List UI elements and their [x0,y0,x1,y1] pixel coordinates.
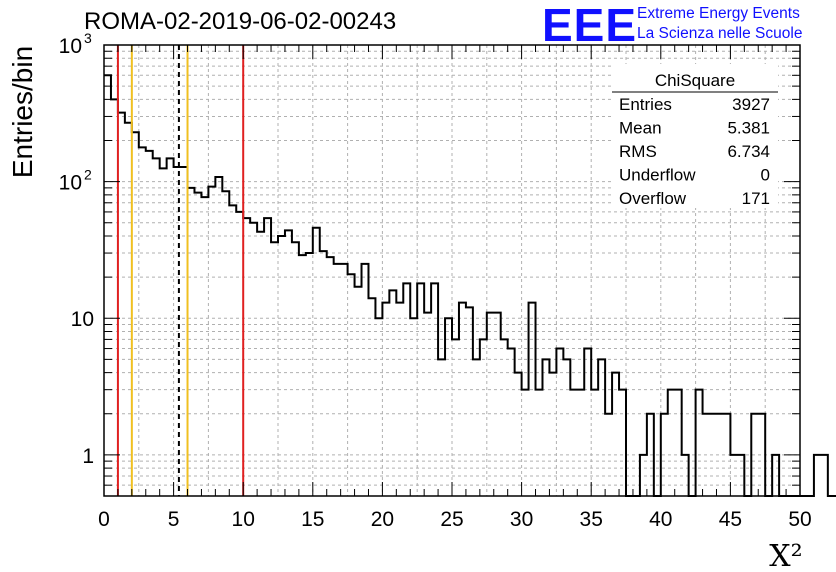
y-tick-label: 10 [71,308,94,331]
eee-logo: EEE [542,0,638,51]
x-tick-label: 15 [301,508,324,531]
stats-title: ChiSquare [655,71,735,90]
x-tick-label: 40 [649,508,672,531]
stats-label: Mean [619,119,662,138]
x-tick-label: 10 [232,508,255,531]
x-tick-label: 45 [719,508,742,531]
stats-label: Entries [619,95,672,114]
x-tick-label: 50 [788,508,811,531]
stats-label: Overflow [619,189,687,208]
stats-value: 5.381 [727,119,770,138]
x-axis-label: X² [769,539,802,572]
x-tick-label: 5 [168,508,180,531]
stats-value: 171 [742,189,770,208]
chart-title: ROMA-02-2019-06-02-00243 [84,8,397,35]
stats-label: RMS [619,142,657,161]
x-tick-label: 30 [510,508,533,531]
y-tick-exponent: 3 [84,30,92,46]
histogram-line [104,74,836,497]
y-tick-label: 10 [59,35,82,58]
stats-value: 3927 [732,95,770,114]
x-tick-label: 25 [440,508,463,531]
logo-caption-line2: La Scienza nelle Scuole [637,25,803,42]
stats-value: 6.734 [727,142,770,161]
y-tick-label: 10 [59,172,82,195]
x-tick-label: 35 [580,508,603,531]
logo-caption-line1: Extreme Energy Events [637,5,800,22]
stats-value: 0 [761,166,770,185]
stats-label: Underflow [619,166,696,185]
grid-lines [104,45,800,497]
y-tick-label: 1 [82,445,94,468]
y-axis-label: Entries/bin [7,46,38,178]
histogram-series [104,74,836,497]
y-tick-exponent: 2 [84,167,92,183]
reference-lines [116,45,245,496]
stats-box: ChiSquare Entries 3927 Mean 5.381 RMS 6.734 Un… [612,64,778,208]
x-tick-label: 0 [98,508,110,531]
logo-caption: Extreme Energy Events La Scienza nelle S… [637,4,802,44]
x-axis-ticks: 0 5 10 15 20 25 30 35 40 45 50 [98,45,812,531]
x-tick-label: 20 [371,508,394,531]
